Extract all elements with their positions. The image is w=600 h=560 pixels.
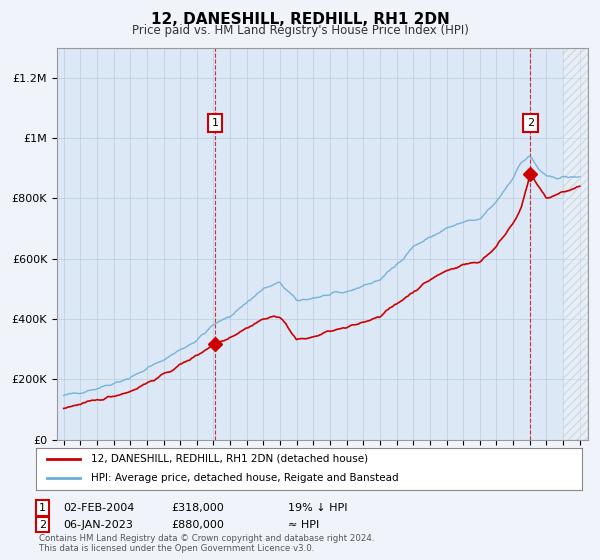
Text: 12, DANESHILL, REDHILL, RH1 2DN: 12, DANESHILL, REDHILL, RH1 2DN	[151, 12, 449, 27]
Text: 19% ↓ HPI: 19% ↓ HPI	[288, 503, 347, 513]
Text: 2: 2	[527, 118, 534, 128]
Text: £318,000: £318,000	[171, 503, 224, 513]
Text: £880,000: £880,000	[171, 520, 224, 530]
Text: 06-JAN-2023: 06-JAN-2023	[63, 520, 133, 530]
Text: HPI: Average price, detached house, Reigate and Banstead: HPI: Average price, detached house, Reig…	[91, 473, 398, 483]
Text: 02-FEB-2004: 02-FEB-2004	[63, 503, 134, 513]
Text: 12, DANESHILL, REDHILL, RH1 2DN (detached house): 12, DANESHILL, REDHILL, RH1 2DN (detache…	[91, 454, 368, 464]
Text: 2: 2	[39, 520, 46, 530]
Text: ≈ HPI: ≈ HPI	[288, 520, 319, 530]
Text: Contains HM Land Registry data © Crown copyright and database right 2024.
This d: Contains HM Land Registry data © Crown c…	[39, 534, 374, 553]
Text: 1: 1	[211, 118, 218, 128]
Text: Price paid vs. HM Land Registry's House Price Index (HPI): Price paid vs. HM Land Registry's House …	[131, 24, 469, 37]
Text: 1: 1	[39, 503, 46, 513]
